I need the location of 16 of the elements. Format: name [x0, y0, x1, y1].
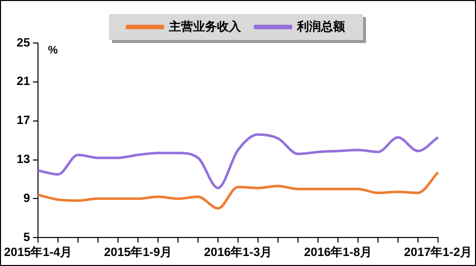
y-axis-title: %: [48, 44, 58, 57]
y-tick-label: 21: [16, 74, 30, 88]
legend-label: 主营业务收入: [168, 19, 242, 34]
line-series: [36, 171, 440, 210]
y-tick-label: 5: [23, 230, 30, 244]
x-tick-label: 2017年1-2月: [404, 245, 472, 260]
y-tick-label: 13: [16, 152, 30, 166]
x-tick-label: 2015年1-9月: [104, 245, 172, 260]
y-tick-label: 25: [16, 35, 30, 50]
x-tick-label: 2016年1-8月: [304, 245, 372, 260]
legend-label: 利润总额: [296, 19, 346, 34]
y-tick-label: 9: [23, 190, 30, 205]
x-tick-label: 2015年1-4月: [4, 245, 72, 260]
y-tick-label: 17: [16, 113, 30, 128]
x-tick-label: 2016年1-3月: [204, 245, 272, 260]
line-series: [36, 133, 440, 190]
